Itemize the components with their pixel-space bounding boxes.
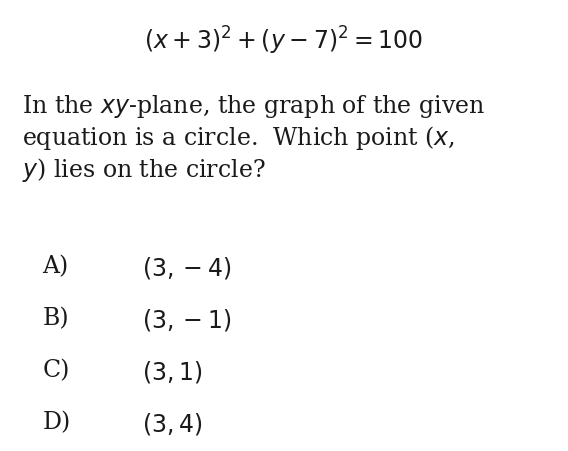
- Text: equation is a circle.  Which point ($\mathit{x}$,: equation is a circle. Which point ($\mat…: [22, 124, 455, 152]
- Text: $\mathit{y}$) lies on the circle?: $\mathit{y}$) lies on the circle?: [22, 156, 265, 184]
- Text: $(\mathit{x} + 3)^2 + (\mathit{y} - 7)^2 = 100$: $(\mathit{x} + 3)^2 + (\mathit{y} - 7)^2…: [144, 25, 424, 57]
- Text: $(3, -1)$: $(3, -1)$: [142, 307, 232, 333]
- Text: A): A): [43, 255, 69, 278]
- Text: B): B): [43, 307, 69, 330]
- Text: In the $\mathit{xy}$-plane, the graph of the given: In the $\mathit{xy}$-plane, the graph of…: [22, 92, 485, 120]
- Text: $(3, 1)$: $(3, 1)$: [142, 359, 203, 385]
- Text: D): D): [43, 410, 71, 433]
- Text: $(3, 4)$: $(3, 4)$: [142, 410, 203, 437]
- Text: $(3, -4)$: $(3, -4)$: [142, 255, 232, 281]
- Text: C): C): [43, 359, 70, 382]
